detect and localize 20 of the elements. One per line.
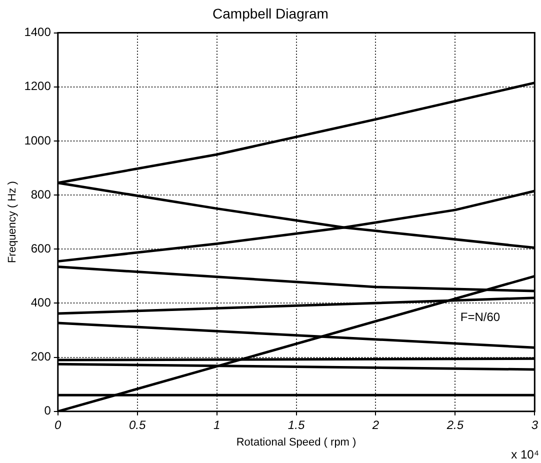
y-tick-label: 0 <box>44 404 52 418</box>
x-tick-label: 0 <box>54 418 62 432</box>
y-tick-label: 1000 <box>24 133 52 148</box>
y-tick-label: 1400 <box>24 25 52 40</box>
x-tick-label: 2.5 <box>446 418 464 432</box>
y-tick-label: 1200 <box>24 79 52 94</box>
x-tick-label: 1.5 <box>288 418 305 432</box>
x-axis-title: Rotational Speed ( rpm ) <box>236 436 356 448</box>
y-tick-label: 800 <box>30 187 52 202</box>
y-tick-label: 200 <box>30 350 52 364</box>
x-tick-label: 3 <box>531 418 538 432</box>
x-tick-label: 0.5 <box>129 418 146 432</box>
x-tick-label: 2 <box>371 418 380 432</box>
y-axis-title: Frequency ( Hz ) <box>6 181 19 264</box>
text: x 10⁴ <box>511 447 539 462</box>
y-tick-label: 600 <box>30 241 52 256</box>
y-tick-label: 400 <box>30 296 52 310</box>
chart-title: Campbell Diagram <box>212 5 328 22</box>
x-tick-label: 1 <box>213 418 220 432</box>
series-label: F=N/60 <box>460 310 500 324</box>
